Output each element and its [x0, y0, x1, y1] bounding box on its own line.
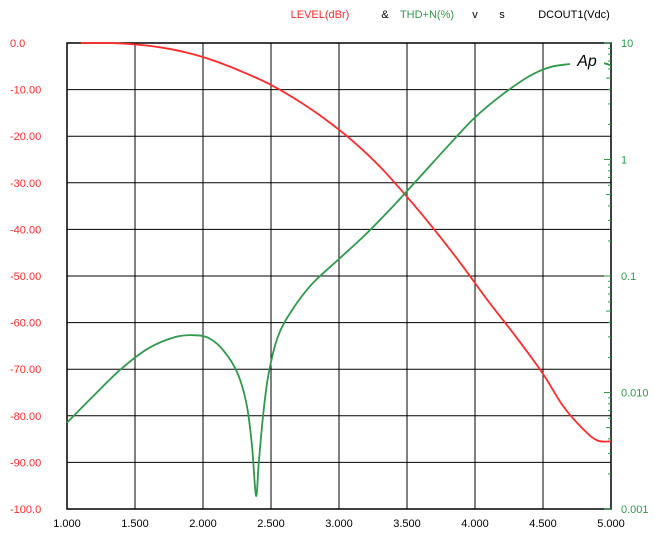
right-axis-ticks: 10 1 0.1 0.010 0.001 [604, 38, 649, 516]
thd-series-label: THD+N(%) [400, 9, 454, 21]
right-tick-label: 10 [621, 38, 633, 50]
vs-s-label: s [499, 9, 505, 21]
left-tick-label: -40.00 [10, 224, 41, 236]
bottom-tick-label: 1.500 [121, 518, 149, 530]
left-tick-label: -30.00 [10, 178, 41, 190]
level-series-label: LEVEL(dBr) [291, 9, 350, 21]
ap-logo-text: Ap [576, 53, 597, 70]
ampersand-label: & [381, 9, 389, 21]
right-tick-label: 0.1 [621, 271, 636, 283]
bottom-tick-label: 2.500 [257, 518, 285, 530]
left-tick-label: 0.0 [10, 38, 25, 50]
bottom-tick-label: 5.000 [597, 518, 625, 530]
bottom-tick-label: 1.000 [53, 518, 81, 530]
bottom-axis-ticks: 1.000 1.500 2.000 2.500 3.000 3.500 4.000 4.500… [53, 518, 625, 530]
vs-v-label: v [472, 9, 478, 21]
level-series-line [80, 42, 612, 443]
left-tick-label: -80.00 [10, 411, 41, 423]
series-layer [66, 42, 612, 497]
left-tick-label: -20.00 [10, 131, 41, 143]
left-tick-label: -100.0 [10, 504, 41, 516]
bottom-tick-label: 4.500 [529, 518, 557, 530]
chart-header: LEVEL(dBr) & THD+N(%) v s DCOUT1(Vdc) [291, 9, 610, 21]
left-tick-label: -60.00 [10, 318, 41, 330]
left-tick-label: -50.00 [10, 271, 41, 283]
x-axis-variable-label: DCOUT1(Vdc) [538, 9, 610, 21]
left-tick-label: -10.00 [10, 85, 41, 97]
thd-series-line [66, 61, 612, 497]
right-tick-label: 0.010 [621, 388, 649, 400]
left-tick-label: -70.00 [10, 364, 41, 376]
bottom-tick-label: 3.500 [393, 518, 421, 530]
left-tick-label: -90.00 [10, 457, 41, 469]
left-axis-ticks: 0.0 -10.00 -20.00 -30.00 -40.00 -50.00 -60.00 -… [10, 38, 41, 516]
bottom-tick-label: 2.000 [189, 518, 217, 530]
bottom-tick-label: 4.000 [461, 518, 489, 530]
bottom-tick-label: 3.000 [325, 518, 353, 530]
right-tick-label: 1 [621, 155, 627, 167]
ap-logo: Ap [570, 48, 604, 70]
right-tick-label: 0.001 [621, 504, 649, 516]
grid [67, 43, 611, 509]
